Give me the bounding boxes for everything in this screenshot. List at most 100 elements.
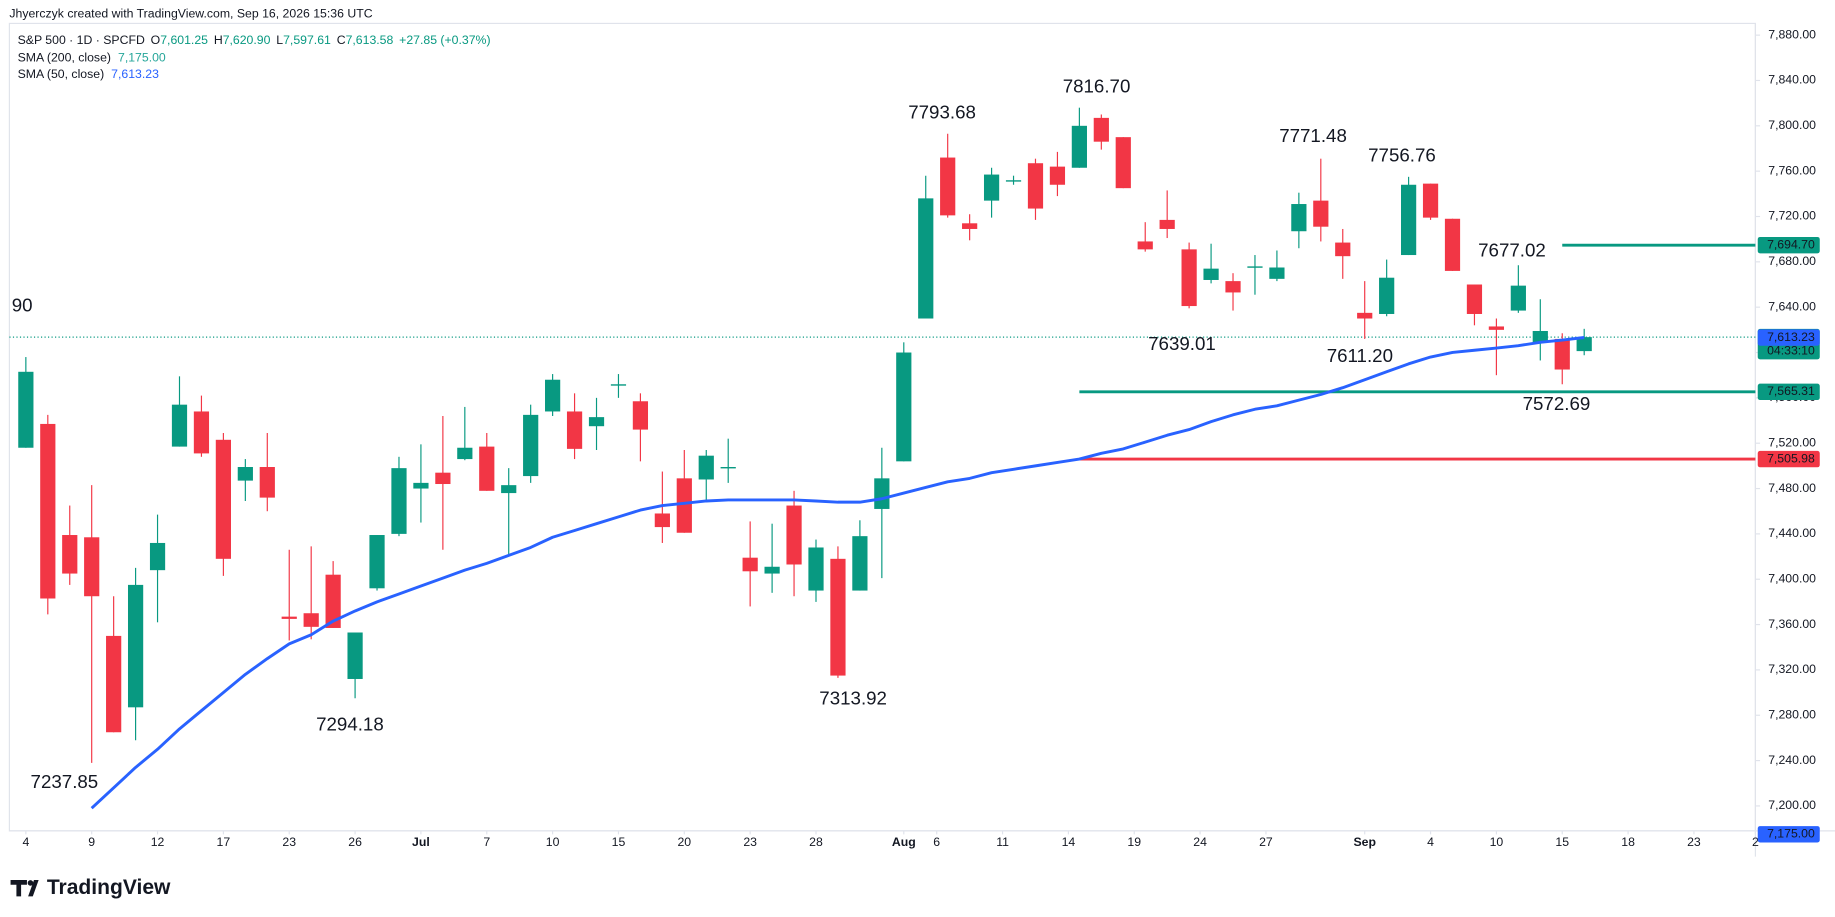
indicator-value: 7,613.23 bbox=[111, 67, 159, 81]
x-tick-label: Sep bbox=[1353, 835, 1375, 849]
x-tick-label: 23 bbox=[282, 835, 296, 849]
candle-body bbox=[1532, 330, 1548, 343]
candle-body bbox=[1159, 219, 1175, 229]
x-tick-label: 23 bbox=[743, 835, 757, 849]
candle-body bbox=[808, 547, 824, 591]
logo-dot bbox=[27, 880, 34, 886]
y-tick-label: 7,800.00 bbox=[1768, 118, 1816, 132]
x-tick-label: Aug bbox=[892, 835, 916, 849]
y-tick-label: 7,280.00 bbox=[1768, 708, 1816, 722]
x-tick-label: 10 bbox=[546, 835, 560, 849]
brand: TradingView bbox=[47, 876, 171, 899]
candle-body bbox=[40, 423, 56, 599]
candle-body bbox=[435, 472, 451, 485]
candle-body bbox=[896, 352, 912, 462]
x-tick-label: 26 bbox=[348, 835, 362, 849]
candle-body bbox=[1401, 184, 1417, 256]
candle-body bbox=[303, 613, 319, 627]
candle-body bbox=[369, 535, 385, 589]
candle-body bbox=[786, 505, 802, 565]
price-label-box bbox=[1757, 450, 1820, 468]
candle-body bbox=[479, 446, 495, 491]
y-tick-label: 7,880.00 bbox=[1768, 27, 1816, 41]
candle-body bbox=[413, 482, 429, 489]
price-label-box bbox=[1757, 826, 1820, 843]
candle-body bbox=[1093, 117, 1109, 142]
annotation: 7793.68 bbox=[908, 101, 976, 122]
y-tick-label: 7,240.00 bbox=[1768, 753, 1816, 767]
x-tick-label: 4 bbox=[22, 835, 29, 849]
x-tick-label: 27 bbox=[1259, 835, 1273, 849]
indicator-name: SMA (200, close) bbox=[18, 51, 111, 65]
candle-body bbox=[523, 414, 539, 477]
y-tick-label: 7,320.00 bbox=[1768, 662, 1816, 676]
attribution: Jhyerczyk created with TradingView.com, … bbox=[9, 6, 372, 20]
candle-body bbox=[62, 535, 78, 574]
countdown: 04:33:10 bbox=[1767, 343, 1815, 357]
candle-body bbox=[1444, 218, 1461, 271]
candle-body bbox=[1313, 200, 1329, 227]
candle-body bbox=[610, 384, 627, 386]
x-tick-label: 23 bbox=[1687, 835, 1701, 849]
candle-body bbox=[501, 485, 517, 494]
candle-body bbox=[1576, 337, 1592, 352]
candle-body bbox=[742, 557, 758, 572]
y-tick-label: 7,360.00 bbox=[1768, 617, 1816, 631]
y-tick-label: 7,640.00 bbox=[1768, 299, 1816, 313]
candle-body bbox=[237, 467, 253, 481]
candle-body bbox=[193, 411, 210, 454]
candle-body bbox=[1137, 241, 1153, 250]
x-tick-label: 9 bbox=[88, 835, 95, 849]
candle-body bbox=[1115, 137, 1131, 189]
x-tick-label: 11 bbox=[996, 835, 1009, 849]
price-label: 7,175.00 bbox=[1767, 827, 1815, 841]
candle-body bbox=[127, 584, 144, 708]
candle-body bbox=[545, 379, 561, 412]
candle-body bbox=[983, 174, 1000, 201]
x-tick-label: 15 bbox=[612, 835, 626, 849]
y-tick-label: 7,520.00 bbox=[1768, 435, 1816, 449]
x-tick-label: 19 bbox=[1127, 835, 1141, 849]
y-tick-label: 7,720.00 bbox=[1768, 209, 1816, 223]
candle-body bbox=[391, 468, 407, 534]
price-label-box bbox=[1757, 329, 1820, 346]
candle-body bbox=[347, 632, 363, 679]
annotation: 7611.20 bbox=[1327, 345, 1393, 366]
candle-body bbox=[84, 537, 100, 597]
candle-body bbox=[1488, 326, 1505, 330]
logo-mark bbox=[10, 880, 39, 897]
candle-body bbox=[1291, 204, 1307, 232]
annotation: 7639.01 bbox=[1148, 333, 1216, 354]
y-tick-label: 7,400.00 bbox=[1768, 571, 1816, 585]
candle-body bbox=[18, 371, 34, 448]
x-tick-label: 20 bbox=[677, 835, 691, 849]
candle-body bbox=[1269, 267, 1285, 279]
sma-line bbox=[90, 336, 1585, 810]
y-tick-label: 7,440.00 bbox=[1768, 526, 1816, 540]
ohlc-value: 7,620.90 bbox=[223, 33, 271, 47]
price-label-box bbox=[1757, 236, 1820, 254]
ohlc-value: 7,597.61 bbox=[283, 33, 331, 47]
logo: TradingView bbox=[10, 876, 171, 899]
candle-body bbox=[720, 467, 736, 469]
candle-body bbox=[325, 574, 341, 628]
y-tick-label: 7,480.00 bbox=[1768, 481, 1816, 495]
candle-body bbox=[1049, 166, 1066, 185]
candle-body bbox=[1071, 125, 1087, 168]
indicator-legend: SMA (50, close) 7,613.23 bbox=[18, 67, 160, 81]
candle-body bbox=[457, 447, 473, 460]
x-tick-label: Jul bbox=[412, 835, 430, 849]
price-label-box bbox=[1757, 383, 1820, 401]
indicator-legend: SMA (200, close) 7,175.00 bbox=[18, 51, 166, 65]
candle-body bbox=[1466, 284, 1483, 314]
candle-body bbox=[1181, 249, 1197, 307]
candle-body bbox=[149, 542, 166, 571]
annotation: 7313.92 bbox=[819, 688, 887, 709]
candle-body bbox=[566, 411, 583, 449]
y-tick-label: 7,680.00 bbox=[1768, 254, 1816, 268]
candle-body bbox=[632, 401, 649, 430]
indicator-value: 7,175.00 bbox=[118, 51, 166, 65]
candle-body bbox=[588, 417, 605, 427]
annotation: 7677.02 bbox=[1478, 240, 1546, 261]
